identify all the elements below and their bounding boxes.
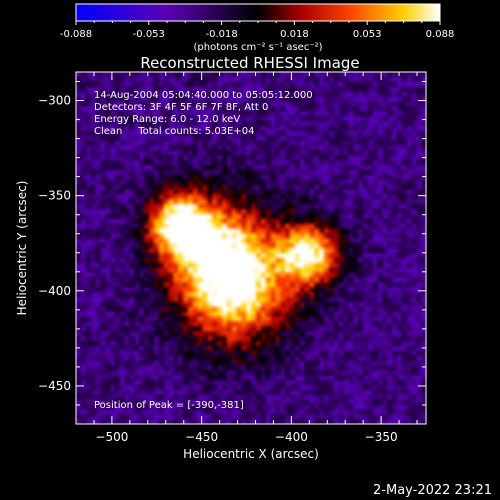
annotation-peak-position: Position of Peak = [-390,-381]: [94, 400, 244, 411]
colorbar-tick-label: 0.018: [280, 29, 309, 40]
colorbar-tick-label: 0.053: [353, 29, 382, 40]
x-axis-label: Heliocentric X (arcsec): [183, 447, 319, 461]
y-tick-label: −350: [38, 189, 71, 203]
annotation-energy-range: Energy Range: 6.0 - 12.0 keV: [94, 114, 240, 125]
colorbar-tick-label: -0.053: [133, 29, 165, 40]
colorbar-tick-label: -0.088: [60, 29, 92, 40]
y-tick-label: −400: [38, 284, 71, 298]
colorbar-ticks: -0.088 -0.053 -0.018 0.018 0.053 0.088: [60, 21, 454, 40]
x-tick-label: −500: [95, 430, 128, 444]
x-tick-label: −400: [275, 430, 308, 444]
heatmap-image: [76, 72, 426, 424]
annotation-clean-counts: Clean Total counts: 5.03E+04: [94, 126, 254, 137]
annotation-detectors: Detectors: 3F 4F 5F 6F 7F 8F, Att 0: [94, 102, 268, 113]
timestamp: 2-May-2022 23:21: [373, 483, 492, 498]
annotation-time-range: 14-Aug-2004 05:04:40.000 to 05:05:12.000: [94, 90, 313, 101]
y-tick-label: −300: [38, 94, 71, 108]
y-axis-label: Heliocentric Y (arcsec): [15, 181, 29, 316]
colorbar: [75, 3, 441, 22]
chart-title: Reconstructed RHESSI Image: [140, 54, 359, 72]
x-tick-label: −450: [185, 430, 218, 444]
colorbar-unit-label: (photons cm⁻² s⁻¹ asec⁻²): [193, 42, 322, 53]
axis-ticks: −500 −450 −400 −350 −450 −400 −350 −300: [38, 72, 426, 444]
colorbar-tick-label: 0.088: [426, 29, 455, 40]
x-tick-label: −350: [365, 430, 398, 444]
plot-frame: [75, 71, 427, 425]
y-tick-label: −450: [38, 379, 71, 393]
colorbar-tick-label: -0.018: [205, 29, 237, 40]
